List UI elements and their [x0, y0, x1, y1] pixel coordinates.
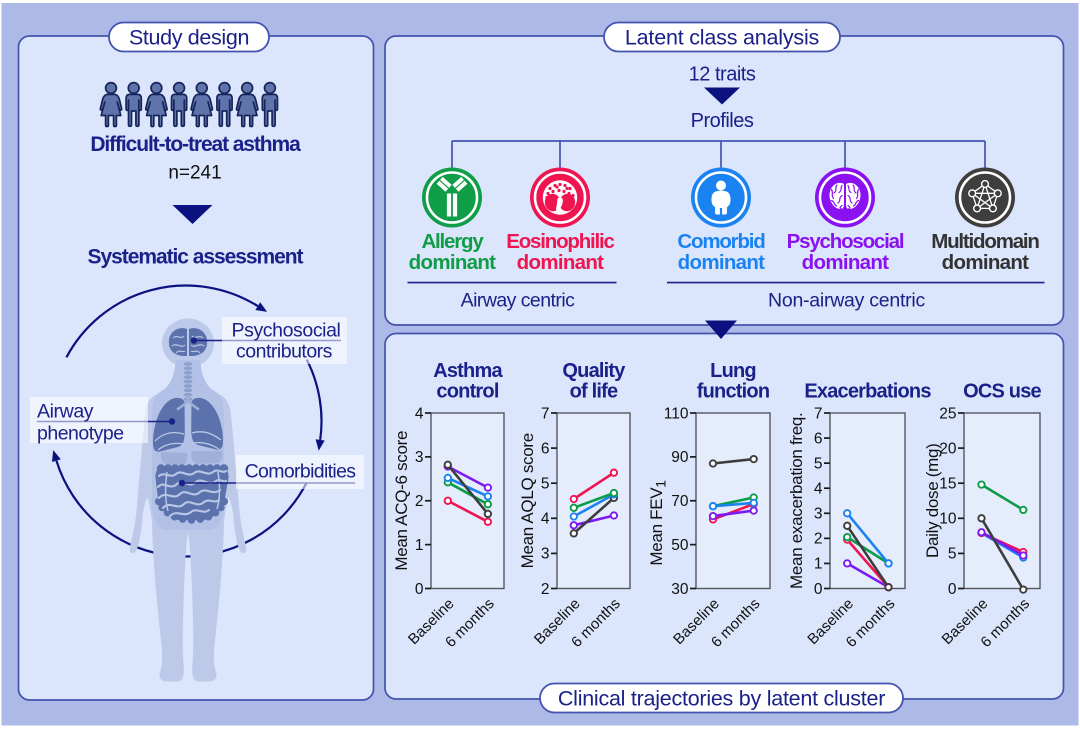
svg-text:Mean ACQ-6 score: Mean ACQ-6 score	[392, 431, 411, 571]
svg-text:10: 10	[939, 511, 957, 528]
svg-text:dominant: dominant	[942, 251, 1030, 274]
svg-text:Psychosocial: Psychosocial	[787, 230, 904, 253]
svg-text:90: 90	[671, 449, 689, 466]
svg-text:1: 1	[415, 537, 424, 554]
svg-text:25: 25	[939, 405, 956, 422]
svg-text:Latent class analysis: Latent class analysis	[625, 26, 819, 50]
svg-text:function: function	[697, 381, 769, 403]
svg-text:3: 3	[541, 546, 550, 563]
svg-text:n=241: n=241	[168, 163, 221, 184]
svg-text:Study design: Study design	[129, 26, 249, 50]
svg-text:of life: of life	[570, 381, 618, 403]
svg-text:0: 0	[814, 581, 823, 598]
svg-text:phenotype: phenotype	[37, 423, 124, 445]
svg-text:5: 5	[541, 476, 550, 493]
svg-text:15: 15	[939, 476, 956, 493]
svg-text:12 traits: 12 traits	[689, 64, 756, 86]
svg-text:110: 110	[664, 405, 689, 422]
svg-text:2: 2	[415, 493, 424, 510]
svg-text:Comorbid: Comorbid	[677, 230, 765, 253]
svg-text:Exacerbations: Exacerbations	[804, 381, 931, 403]
svg-text:0: 0	[948, 581, 957, 598]
svg-text:Clinical trajectories by laten: Clinical trajectories by latent cluster	[558, 687, 885, 711]
svg-text:Quality: Quality	[562, 360, 626, 382]
svg-text:Non-airway centric: Non-airway centric	[768, 290, 925, 312]
svg-text:dominant: dominant	[802, 251, 890, 274]
svg-text:6: 6	[814, 430, 823, 447]
svg-text:Mean exacerbation freq.: Mean exacerbation freq.	[787, 413, 806, 589]
svg-text:3: 3	[415, 449, 424, 466]
svg-text:20: 20	[939, 440, 957, 457]
svg-text:Airway centric: Airway centric	[461, 290, 575, 312]
svg-text:Systematic assessment: Systematic assessment	[88, 246, 304, 269]
svg-text:4: 4	[541, 511, 550, 528]
svg-text:Multidomain: Multidomain	[931, 230, 1039, 253]
svg-text:5: 5	[814, 455, 823, 472]
svg-text:2: 2	[541, 581, 550, 598]
svg-text:Lung: Lung	[710, 360, 756, 382]
svg-text:Asthma: Asthma	[433, 360, 503, 382]
svg-text:Difficult-to-treat asthma: Difficult-to-treat asthma	[90, 133, 301, 156]
svg-text:Profiles: Profiles	[691, 110, 754, 132]
svg-text:50: 50	[671, 537, 689, 554]
svg-text:70: 70	[671, 493, 689, 510]
svg-text:contributors: contributors	[236, 341, 333, 363]
svg-text:control: control	[436, 381, 498, 403]
svg-text:Eosinophilic: Eosinophilic	[506, 230, 614, 253]
svg-text:7: 7	[814, 405, 823, 422]
svg-text:OCS use: OCS use	[963, 381, 1041, 403]
svg-text:7: 7	[541, 405, 550, 422]
svg-text:Daily dose (mg): Daily dose (mg)	[923, 443, 942, 558]
svg-text:Allergy: Allergy	[421, 230, 484, 253]
svg-text:Mean AQLQ score: Mean AQLQ score	[518, 433, 537, 568]
svg-text:0: 0	[415, 581, 424, 598]
svg-text:4: 4	[814, 481, 823, 498]
svg-text:dominant: dominant	[517, 251, 605, 274]
svg-text:30: 30	[671, 581, 689, 598]
svg-text:dominant: dominant	[678, 251, 766, 274]
svg-text:dominant: dominant	[409, 251, 497, 274]
svg-text:Comorbidities: Comorbidities	[245, 461, 357, 483]
svg-text:3: 3	[814, 506, 823, 523]
svg-text:5: 5	[948, 546, 957, 563]
svg-text:Mean FEV1: Mean FEV1	[647, 480, 669, 565]
svg-text:1: 1	[814, 556, 823, 573]
svg-text:Psychosocial: Psychosocial	[231, 320, 340, 342]
svg-text:6: 6	[541, 440, 550, 457]
svg-text:2: 2	[814, 531, 823, 548]
svg-text:Airway: Airway	[37, 401, 94, 423]
svg-text:4: 4	[415, 405, 424, 422]
